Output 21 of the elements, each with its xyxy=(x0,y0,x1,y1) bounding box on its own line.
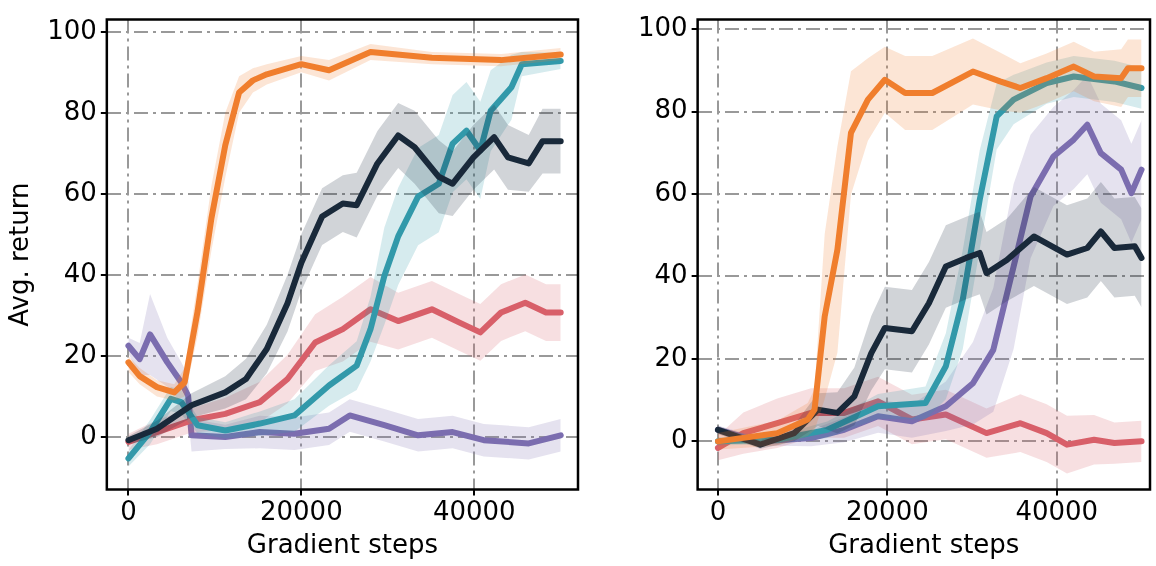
x-axis-title: Gradient steps xyxy=(828,529,1020,560)
x-tick-label: 0 xyxy=(120,495,137,526)
y-tick-label: 80 xyxy=(654,94,688,125)
y-axis-title: Avg. return xyxy=(4,182,35,327)
x-tick-label: 40000 xyxy=(1015,495,1099,526)
x-tick-label: 40000 xyxy=(432,495,516,526)
y-tick-label: 60 xyxy=(63,176,97,207)
y-tick-label: 0 xyxy=(671,424,688,455)
x-tick-label: 20000 xyxy=(846,495,929,526)
x-tick-label: 0 xyxy=(709,495,727,526)
y-tick-label: 40 xyxy=(63,257,97,288)
x-tick-label: 20000 xyxy=(259,495,343,526)
y-tick-label: 100 xyxy=(47,14,97,45)
y-tick-label: 20 xyxy=(654,341,688,372)
y-tick-label: 40 xyxy=(654,259,688,290)
x-axis-title: Gradient steps xyxy=(246,529,439,560)
y-tick-label: 0 xyxy=(80,419,97,450)
y-tick-label: 100 xyxy=(637,11,688,42)
y-tick-label: 20 xyxy=(63,338,97,369)
y-tick-label: 80 xyxy=(63,95,97,126)
y-tick-label: 60 xyxy=(654,176,688,207)
